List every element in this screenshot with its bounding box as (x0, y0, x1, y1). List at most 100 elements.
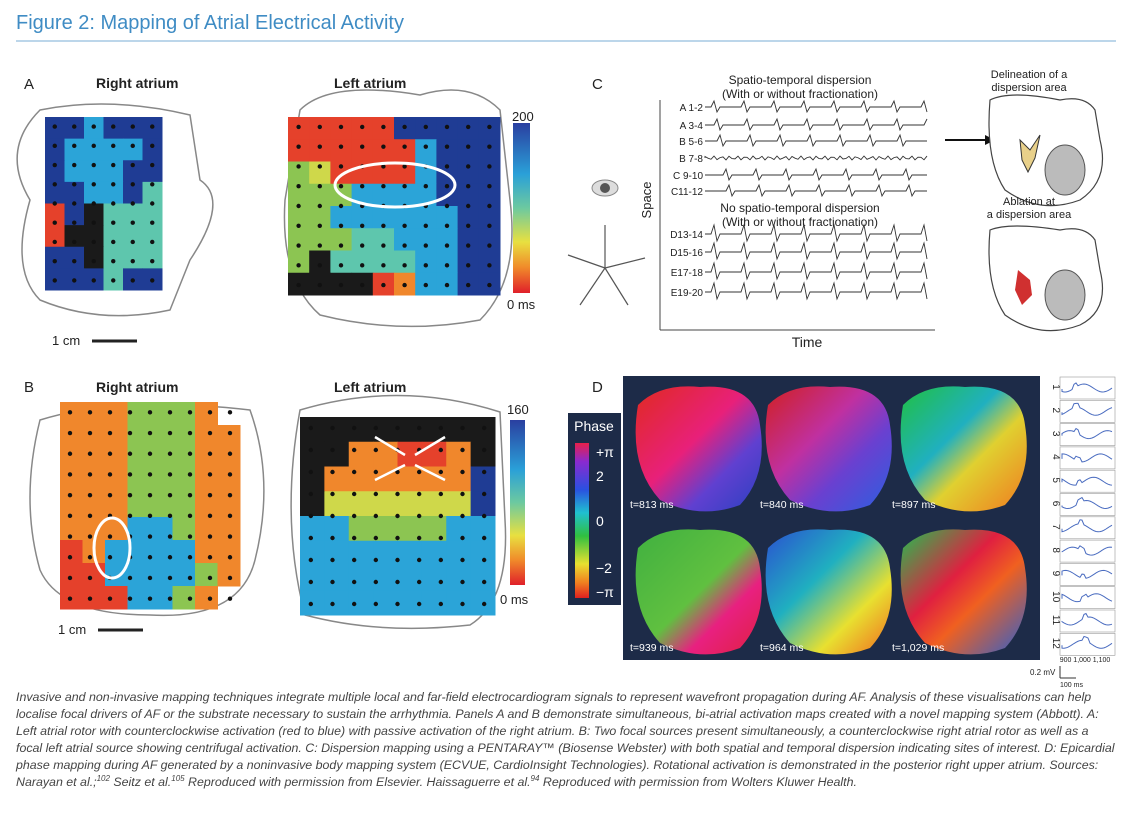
electrode-dot (338, 282, 344, 288)
electrode-dot (444, 263, 450, 268)
electrode-dot (416, 579, 422, 585)
trace (1061, 593, 1113, 603)
trace-box (1059, 516, 1116, 540)
electrode-dot (402, 282, 407, 288)
map-cell (324, 516, 350, 542)
map-cell (84, 246, 104, 269)
electrode-dot (438, 447, 444, 453)
electrode-dot (91, 143, 96, 149)
map-cell (217, 494, 241, 518)
map-cell (64, 246, 85, 269)
electrode-dot (444, 243, 450, 248)
map-cell (60, 517, 83, 541)
map-cell (172, 540, 196, 564)
map-cell (84, 225, 104, 248)
map-cell (470, 441, 496, 467)
electrode-dot (444, 203, 450, 209)
trace-number: 2 (1050, 408, 1061, 414)
trace-box (1059, 469, 1116, 493)
electrode-dot (130, 258, 135, 264)
electrode-dot (127, 575, 133, 581)
electrode-dot (373, 535, 379, 541)
map-cell (351, 139, 374, 162)
caption-text: Seitz et al. (109, 775, 172, 789)
panel-label: D (592, 379, 603, 396)
electrode-dot (127, 472, 133, 477)
electrode-dot (130, 162, 135, 168)
electrode-dot (187, 492, 193, 498)
caption-text: Reproduced with permission from Elsevier… (184, 775, 531, 789)
electrode-dot (87, 451, 93, 456)
electrode-dot (147, 534, 153, 539)
electrode-dot (227, 492, 233, 498)
map-cell (105, 586, 128, 610)
map-cell (457, 161, 480, 185)
map-cell (436, 250, 459, 274)
electrode-dot (107, 534, 113, 539)
electrode-dot (67, 492, 73, 498)
electrode-dot (444, 144, 450, 149)
map-cell (127, 563, 151, 587)
electrode-dot (111, 239, 116, 245)
atrium-outline (283, 89, 513, 328)
trace (1061, 635, 1113, 649)
electrode-dot (416, 535, 422, 541)
map-cell (82, 425, 106, 449)
figure-title: Figure 2: Mapping of Atrial Electrical A… (16, 12, 404, 34)
map-cell (195, 586, 218, 610)
map-cell (421, 516, 447, 542)
electrode-dot (87, 534, 93, 539)
electrode-dot (466, 263, 471, 268)
electrode-dot (167, 575, 173, 581)
map-cell (330, 139, 353, 162)
electrode-dot (227, 575, 233, 581)
map-cell (324, 466, 350, 492)
electrode-dot (317, 184, 322, 189)
electrode-dot (481, 579, 487, 585)
map-cell (397, 441, 423, 467)
map-cell (478, 183, 501, 207)
trace (1061, 496, 1113, 509)
electrode-dot (438, 469, 444, 475)
electrode-dot (351, 447, 357, 453)
electrode-dot (308, 491, 314, 497)
electrode-dot (466, 282, 471, 288)
electrode-dot (150, 182, 155, 187)
electrode-dot (187, 575, 193, 581)
map-cell (217, 517, 241, 541)
electrode-dot (351, 557, 357, 563)
electrode-dot (72, 220, 77, 225)
trace-number: 7 (1050, 524, 1061, 530)
map-cell (300, 540, 325, 566)
time-scale: 100 ms (1060, 682, 1083, 689)
electrode-dot (187, 430, 193, 436)
map-cell (103, 246, 124, 269)
map-cell (127, 402, 151, 426)
electrode-dot (72, 278, 77, 283)
heart-drawing (988, 225, 1104, 332)
map-cell (324, 540, 350, 566)
eye-icon (600, 183, 610, 193)
map-cell (103, 181, 124, 204)
electrode-dot (466, 124, 471, 130)
map-cell (127, 448, 151, 472)
electrode-dot (308, 425, 314, 431)
electrode-dot (338, 144, 344, 149)
electrode-dot (402, 164, 407, 169)
electrode-dot (111, 162, 116, 168)
map-cell (64, 160, 85, 183)
time-label: t=813 ms (630, 499, 673, 511)
electrode-dot (72, 201, 77, 206)
electrode-dot (147, 555, 153, 560)
map-cell (127, 494, 151, 518)
electrode-dot (381, 263, 386, 268)
map-cell (172, 402, 196, 426)
map-cell (142, 246, 163, 269)
color-bar (513, 123, 530, 293)
electrode-dot (330, 557, 335, 563)
map-cell (394, 206, 416, 229)
electrode-dot (67, 596, 73, 601)
electrode-dot (147, 410, 153, 415)
electrode-dot (481, 491, 487, 497)
electrode-dot (466, 243, 471, 248)
